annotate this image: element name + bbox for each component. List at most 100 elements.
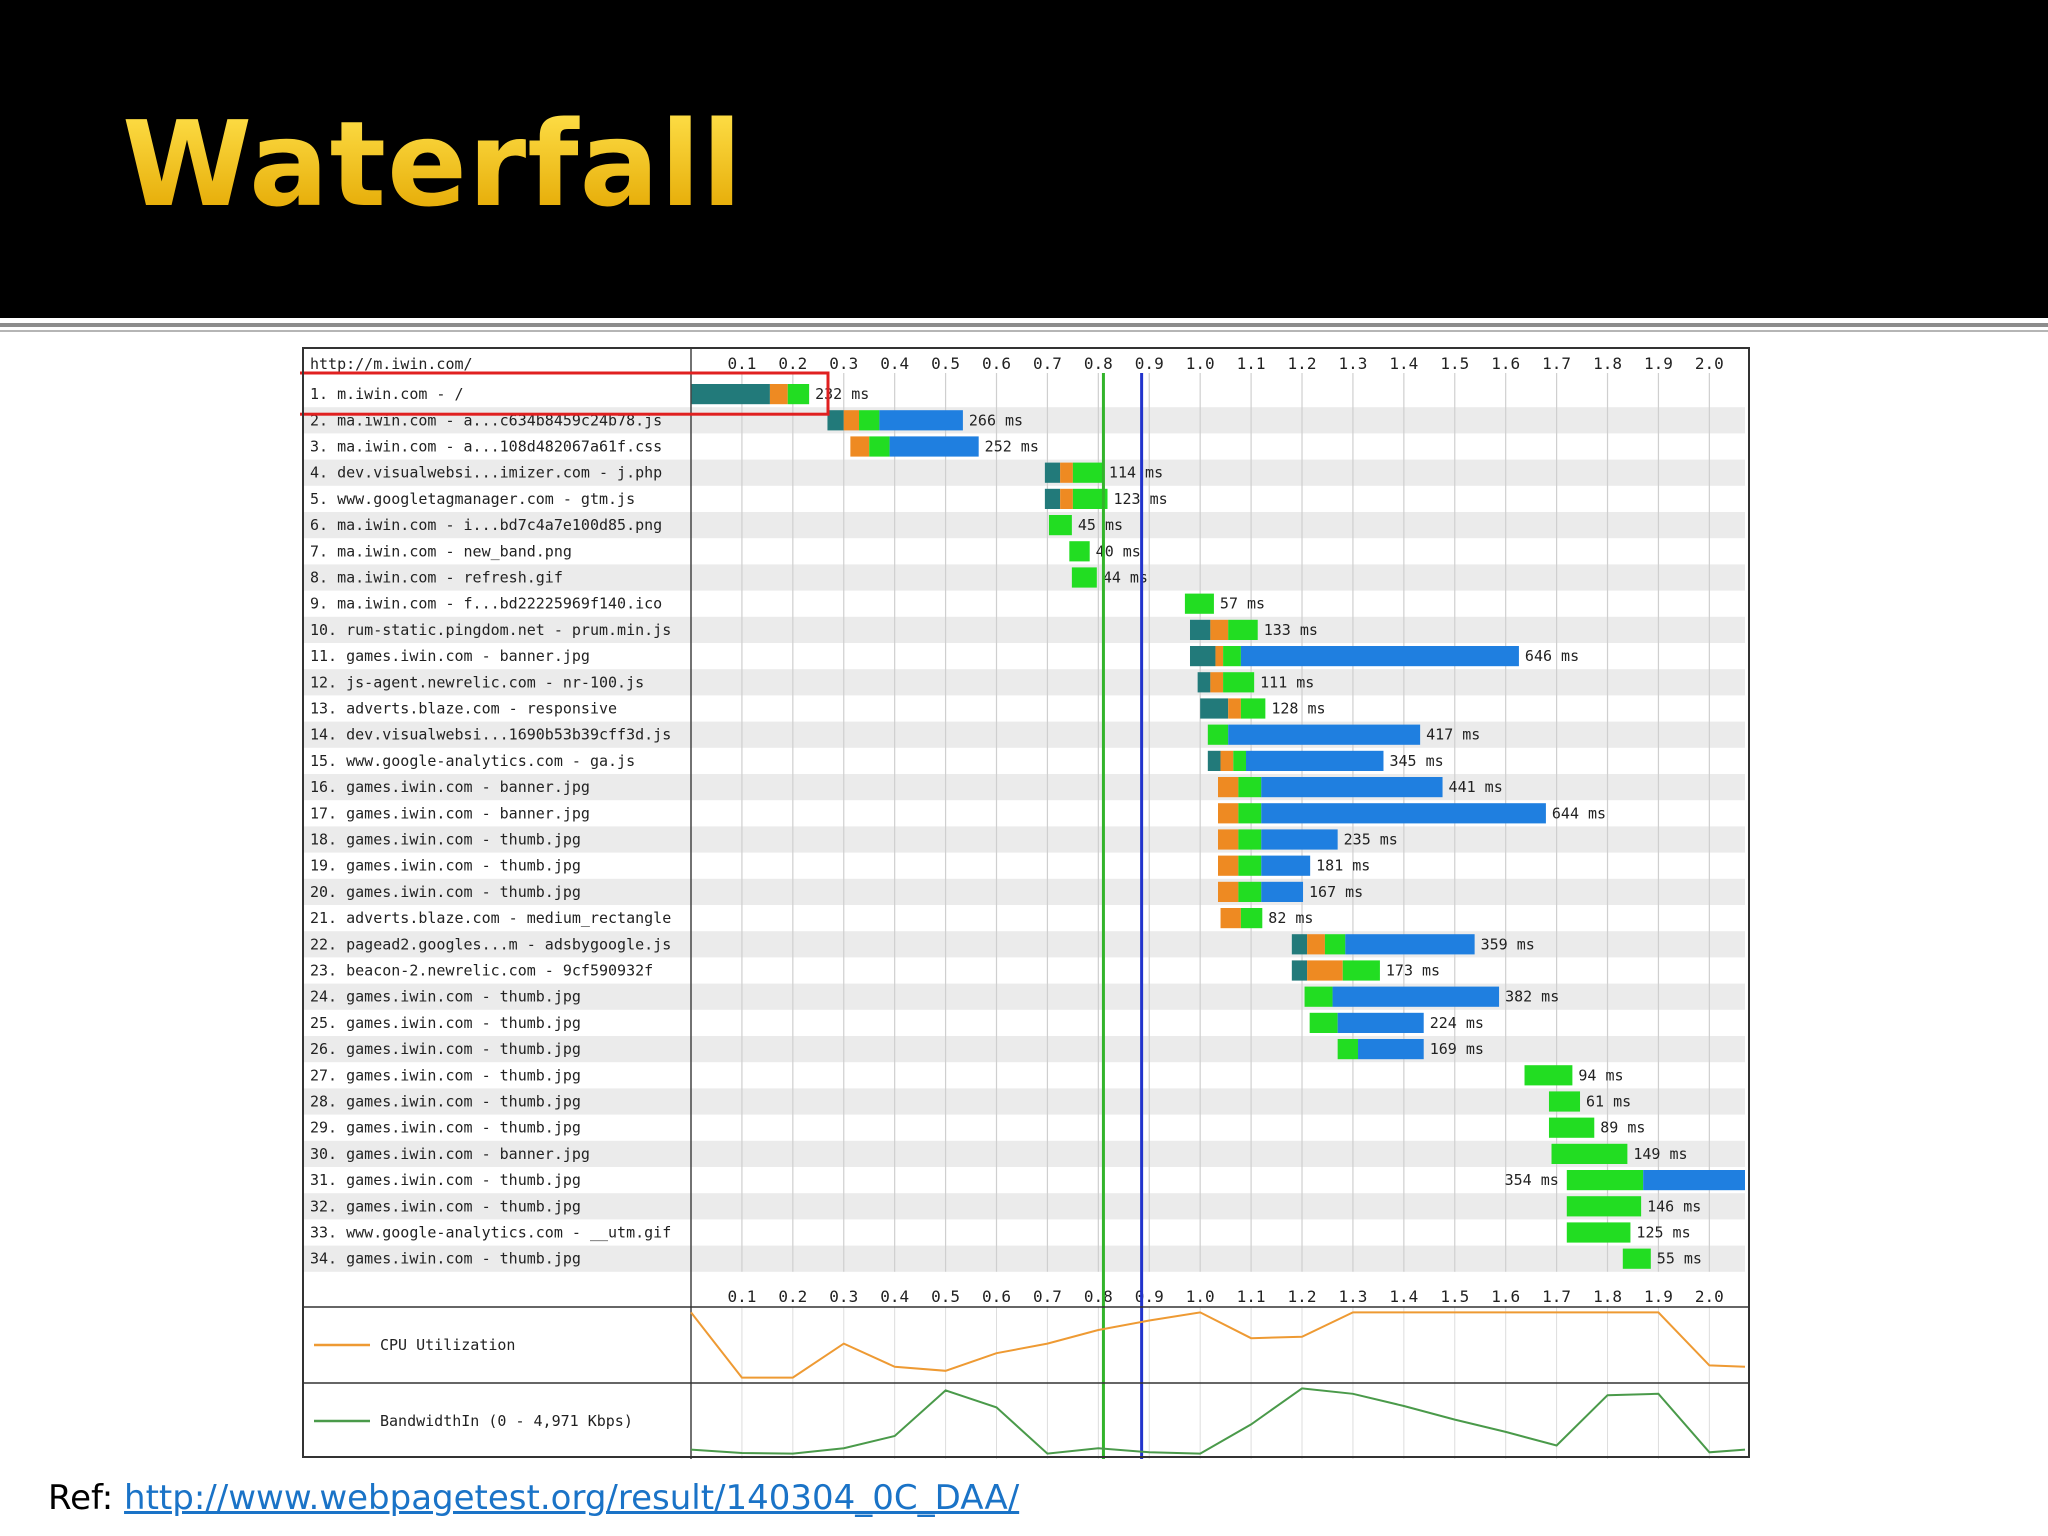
x-tick-label-bottom: 1.4 [1389, 1287, 1418, 1306]
request-bar-ttfb [1223, 672, 1255, 693]
row-band [304, 1036, 1745, 1063]
x-tick-label-top: 0.2 [778, 354, 807, 373]
request-bar-connect [1228, 698, 1241, 719]
row-band [304, 931, 1745, 958]
request-time-label: 345 ms [1389, 752, 1443, 770]
x-tick-label-bottom: 1.6 [1491, 1287, 1520, 1306]
request-time-label: 44 ms [1103, 569, 1148, 587]
x-tick-label-top: 1.8 [1593, 354, 1622, 373]
request-bar-connect [1220, 750, 1234, 771]
x-tick-label-bottom: 1.5 [1440, 1287, 1469, 1306]
request-time-label: 441 ms [1449, 778, 1503, 796]
request-bar-dns [1207, 750, 1221, 771]
request-label: 21. adverts.blaze.com - medium_rectangle [310, 909, 671, 927]
reference-link[interactable]: http://www.webpagetest.org/result/140304… [124, 1478, 1020, 1518]
request-time-label: 82 ms [1268, 909, 1313, 927]
request-time-label: 133 ms [1264, 621, 1318, 639]
request-bar-ttfb [1069, 541, 1090, 562]
request-bar-ttfb [1072, 488, 1108, 509]
request-bar-dns [1197, 672, 1211, 693]
x-tick-label-bottom: 1.8 [1593, 1287, 1622, 1306]
chart-frame [302, 347, 1750, 1458]
request-label: 15. www.google-analytics.com - ga.js [310, 752, 635, 770]
request-label: 32. games.iwin.com - thumb.jpg [310, 1197, 581, 1215]
request-label: 16. games.iwin.com - banner.jpg [310, 778, 590, 796]
x-tick-label-top: 0.4 [880, 354, 909, 373]
request-bar-ttfb [1240, 698, 1266, 719]
request-time-label: 173 ms [1386, 962, 1440, 980]
row-band [304, 826, 1745, 853]
request-bar-connect [1218, 777, 1239, 798]
request-bar-connect [843, 410, 860, 431]
request-time-label: 114 ms [1109, 464, 1163, 482]
request-label: 24. games.iwin.com - thumb.jpg [310, 988, 581, 1006]
x-tick-label-bottom: 1.9 [1644, 1287, 1673, 1306]
request-label: 13. adverts.blaze.com - responsive [310, 700, 617, 718]
row-band [304, 1193, 1745, 1220]
request-time-label: 94 ms [1578, 1066, 1623, 1084]
request-label: 25. games.iwin.com - thumb.jpg [310, 1014, 581, 1032]
request-label: 9. ma.iwin.com - f...bd22225969f140.ico [310, 595, 662, 613]
reference-label: Ref: [48, 1478, 125, 1518]
request-bar-dns [1189, 646, 1216, 667]
x-tick-label-bottom: 0.7 [1033, 1287, 1062, 1306]
request-bar-connect [1218, 881, 1239, 902]
x-tick-label-top: 0.3 [829, 354, 858, 373]
request-bar-dns [691, 384, 770, 405]
x-tick-label-top: 0.1 [727, 354, 756, 373]
request-label: 6. ma.iwin.com - i...bd7c4a7e100d85.png [310, 516, 662, 534]
request-bar-connect [1060, 462, 1073, 483]
request-bar-ttfb [1238, 855, 1262, 876]
request-time-label: 167 ms [1309, 883, 1363, 901]
request-bar-download [1337, 1012, 1424, 1033]
request-bar-download [1261, 777, 1443, 798]
request-bar-connect [769, 384, 788, 405]
request-bar-ttfb [1566, 1170, 1644, 1191]
request-label: 34. games.iwin.com - thumb.jpg [310, 1250, 581, 1268]
request-bar-ttfb [787, 384, 810, 405]
request-label: 11. games.iwin.com - banner.jpg [310, 647, 590, 665]
request-time-label: 111 ms [1260, 673, 1314, 691]
request-time-label: 266 ms [969, 411, 1023, 429]
request-time-label: 146 ms [1647, 1197, 1701, 1215]
request-bar-connect [1218, 803, 1239, 824]
x-tick-label-top: 1.7 [1542, 354, 1571, 373]
request-time-label: 128 ms [1271, 700, 1325, 718]
request-bar-ttfb [1238, 803, 1262, 824]
request-time-label: 235 ms [1344, 831, 1398, 849]
request-bar-dns [1291, 934, 1308, 955]
request-label: 30. games.iwin.com - banner.jpg [310, 1145, 590, 1163]
row-band [304, 1245, 1745, 1272]
request-bar-ttfb [1223, 646, 1241, 667]
request-bar-ttfb [1566, 1222, 1631, 1243]
request-bar-ttfb [1233, 750, 1247, 771]
row-band [304, 774, 1745, 801]
request-bar-ttfb [1072, 462, 1103, 483]
request-bar-connect [1210, 672, 1224, 693]
request-bar-dns [1044, 462, 1061, 483]
request-label: 20. games.iwin.com - thumb.jpg [310, 883, 581, 901]
request-label: 4. dev.visualwebsi...imizer.com - j.php [310, 464, 662, 482]
request-bar-download [889, 436, 979, 457]
request-bar-ttfb [1071, 567, 1097, 588]
row-band [304, 564, 1745, 591]
request-time-label: 45 ms [1078, 516, 1123, 534]
highlight-box [300, 371, 830, 416]
request-label: 26. games.iwin.com - thumb.jpg [310, 1040, 581, 1058]
x-tick-label-top: 0.8 [1084, 354, 1113, 373]
title-divider [0, 323, 2048, 327]
request-time-label: 181 ms [1316, 857, 1370, 875]
request-bar-download [879, 410, 963, 431]
request-bar-download [1358, 1039, 1424, 1060]
x-tick-label-bottom: 0.1 [727, 1287, 756, 1306]
request-bar-ttfb [1309, 1012, 1338, 1033]
request-time-label: 417 ms [1426, 726, 1480, 744]
request-label: 1. m.iwin.com - / [310, 385, 464, 403]
x-tick-label-bottom: 0.3 [829, 1287, 858, 1306]
row-band [304, 669, 1745, 696]
request-bar-ttfb [1304, 986, 1333, 1007]
request-bar-download [1240, 646, 1519, 667]
row-band [304, 721, 1745, 748]
request-bar-connect [850, 436, 870, 457]
request-time-label: 89 ms [1600, 1119, 1645, 1137]
